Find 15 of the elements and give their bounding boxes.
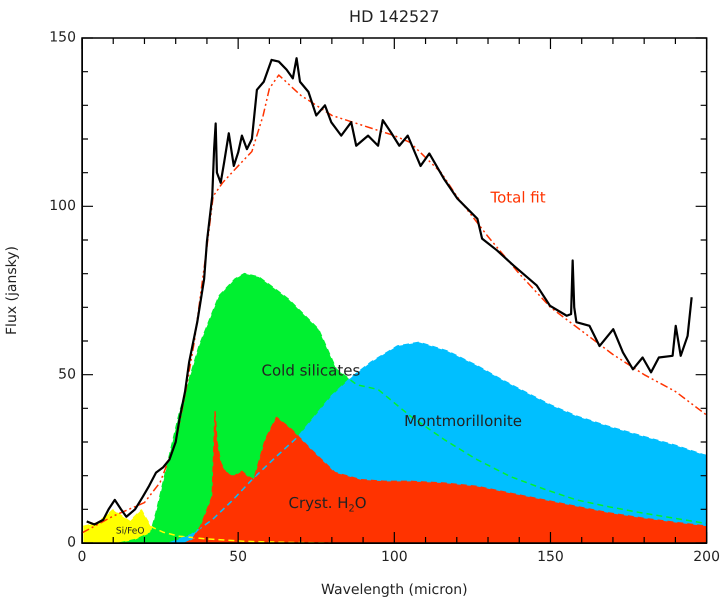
x-tick-label: 150 [537,549,564,566]
y-tick-label: 50 [58,366,76,382]
x-tick-label: 200 [693,549,720,566]
y-axis-title: Flux (jansky) [4,246,20,336]
y-tick-label: 0 [67,534,76,551]
series-label: Total fit [489,188,546,207]
x-tick-label: 100 [380,549,408,566]
x-tick-label: 50 [229,549,248,566]
x-tick-label: 0 [78,549,86,566]
y-tick-label: 150 [49,30,76,46]
y-tick-label: 100 [49,198,76,214]
chart-title: HD 142527 [349,7,440,26]
series-label: Montmorillonite [404,412,522,430]
series-label: Si/FeO [116,526,144,536]
x-axis-title: Wavelength (micron) [321,582,468,598]
